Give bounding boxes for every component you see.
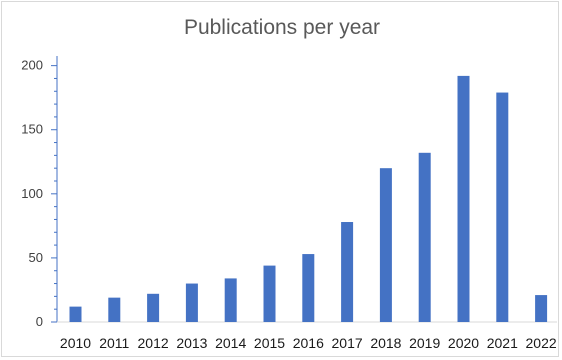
bar-2022 <box>535 295 548 322</box>
x-axis: 2010 2011 2012 2013 2014 2015 2016 2017 2018 2019… <box>57 321 557 351</box>
bar-2014 <box>224 278 237 322</box>
x-tick-label-2021: 2021 <box>487 335 518 351</box>
bar-2013 <box>185 283 198 322</box>
bar-2018 <box>379 168 392 322</box>
y-tick-label: 200 <box>21 58 43 73</box>
y-tick-label: 50 <box>29 250 43 265</box>
bar-2016 <box>302 254 315 322</box>
x-tick-label-2012: 2012 <box>138 335 169 351</box>
x-tick-label-2011: 2011 <box>99 335 129 351</box>
x-tick-label-2019: 2019 <box>409 335 440 351</box>
x-tick-label-2010: 2010 <box>60 335 91 351</box>
y-tick-label: 0 <box>36 314 43 329</box>
x-tick-label-2015: 2015 <box>254 335 285 351</box>
x-tick-label-2018: 2018 <box>370 335 401 351</box>
x-tick-label-2016: 2016 <box>293 335 324 351</box>
bar-2019 <box>418 152 431 322</box>
y-axis: 0 50 100 150 200 <box>21 56 58 329</box>
bar-2011 <box>108 297 121 322</box>
bar-2012 <box>147 293 160 322</box>
bar-2020 <box>457 75 470 323</box>
y-tick-label: 100 <box>21 186 43 201</box>
bar-2021 <box>496 92 509 323</box>
x-tick-label-2014: 2014 <box>215 335 246 351</box>
x-tick-label-2020: 2020 <box>448 335 479 351</box>
x-tick-label-2013: 2013 <box>176 335 207 351</box>
x-tick-label-2022: 2022 <box>526 335 557 351</box>
y-tick-label: 150 <box>21 122 43 137</box>
bar-2017 <box>341 222 354 322</box>
bars <box>69 75 548 323</box>
bar-2010 <box>69 306 82 322</box>
bar-2015 <box>263 265 276 322</box>
chart-title: Publications per year <box>183 16 381 39</box>
x-tick-label-2017: 2017 <box>332 335 363 351</box>
